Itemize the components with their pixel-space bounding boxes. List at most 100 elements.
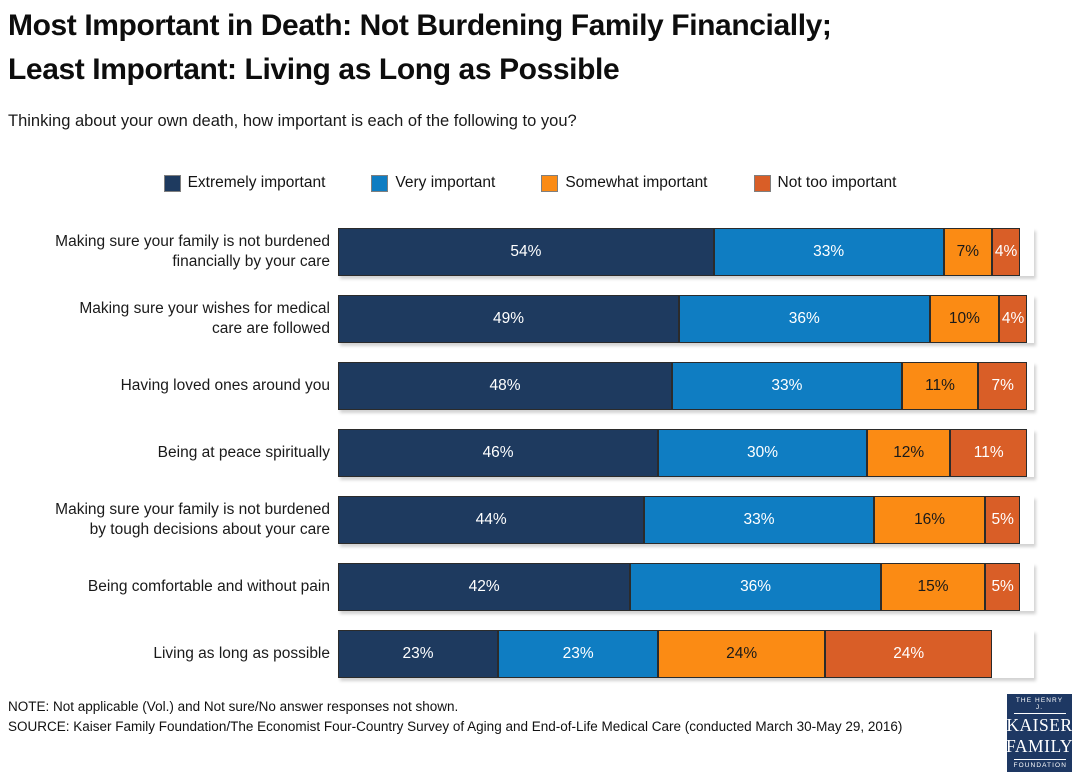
bar-stack: 54% 33% 7% 4% — [338, 228, 1034, 276]
bar-segment: 5% — [985, 496, 1021, 544]
bar-segment: 7% — [943, 228, 993, 276]
bar-segment: 33% — [713, 228, 944, 276]
bar-segment: 11% — [950, 429, 1028, 477]
segment-value-label: 5% — [991, 578, 1014, 595]
bar-segment: 33% — [644, 496, 874, 544]
legend-swatch — [541, 174, 559, 192]
segment-value-label: 4% — [994, 243, 1018, 260]
segment-value-label: 23% — [562, 645, 594, 662]
bar-row: Making sure your wishes for medical care… — [0, 295, 1034, 343]
row-label: Having loved ones around you — [120, 377, 330, 395]
bar-segment: 24% — [825, 630, 993, 678]
legend-label: Not too important — [777, 174, 897, 191]
chart-title: Most Important in Death: Not Burdening F… — [8, 4, 832, 92]
bar-segment: 36% — [630, 563, 881, 611]
bar-segment: 12% — [866, 429, 951, 477]
bar-segment: 24% — [658, 630, 826, 678]
bar-segment: 23% — [498, 630, 659, 678]
segment-value-label: 23% — [402, 645, 434, 662]
legend-item: Somewhat important — [541, 174, 708, 192]
kff-logo-family: FAMILY — [1005, 736, 1074, 756]
segment-value-label: 24% — [726, 645, 758, 662]
segment-value-label: 15% — [917, 578, 949, 595]
segment-value-label: 36% — [740, 578, 772, 595]
segment-value-label: 42% — [468, 578, 500, 595]
footer-source: SOURCE: Kaiser Family Foundation/The Eco… — [8, 719, 903, 735]
legend: Extremely important Very important Somewha… — [0, 174, 1060, 192]
chart-title-line1: Most Important in Death: Not Burdening F… — [8, 9, 832, 42]
bar-row: Making sure your family is not burdened … — [0, 228, 1034, 276]
legend-label: Somewhat important — [565, 174, 708, 191]
segment-value-label: 30% — [747, 444, 779, 461]
bar-segment: 42% — [338, 563, 631, 611]
footer-note: NOTE: Not applicable (Vol.) and Not sure… — [8, 699, 459, 714]
bar-segment: 7% — [978, 362, 1028, 410]
bar-segment: 36% — [679, 295, 930, 343]
row-label: Living as long as possible — [153, 645, 330, 663]
segment-value-label: 12% — [893, 444, 925, 461]
segment-value-label: 33% — [813, 243, 845, 260]
segment-value-label: 49% — [493, 310, 525, 327]
bar-segment: 15% — [880, 563, 986, 611]
bar-stack: 42% 36% 15% 5% — [338, 563, 1034, 611]
segment-value-label: 11% — [925, 377, 955, 394]
row-label: Being comfortable and without pain — [87, 578, 330, 596]
bar-row: Having loved ones around you 48% 33% 11% 7% — [0, 362, 1034, 410]
row-label: Making sure your family is not burdened … — [55, 501, 330, 538]
bar-stack: 49% 36% 10% 4% — [338, 295, 1034, 343]
segment-value-label: 33% — [743, 511, 775, 528]
segment-value-label: 44% — [475, 511, 507, 528]
bar-segment: 54% — [338, 228, 714, 276]
bar-segment: 33% — [672, 362, 902, 410]
kff-logo-henry-j: THE HENRY J. — [1013, 693, 1066, 715]
legend-label: Extremely important — [187, 174, 326, 191]
kff-logo-foundation: FOUNDATION — [1013, 758, 1066, 773]
segment-value-label: 16% — [914, 511, 946, 528]
bar-stack: 44% 33% 16% 5% — [338, 496, 1034, 544]
legend-swatch — [753, 174, 771, 192]
bar-segment: 46% — [338, 429, 659, 477]
bar-row: Being at peace spiritually 46% 30% 12% 11% — [0, 429, 1034, 477]
bar-row: Being comfortable and without pain 42% 36%… — [0, 563, 1034, 611]
row-label: Making sure your family is not burdened … — [55, 233, 330, 270]
kff-logo-kaiser: KAISER — [1006, 715, 1073, 736]
segment-value-label: 54% — [510, 243, 542, 260]
segment-value-label: 46% — [482, 444, 514, 461]
legend-item: Not too important — [753, 174, 897, 192]
segment-value-label: 48% — [489, 377, 521, 394]
segment-value-label: 24% — [893, 645, 925, 662]
chart-title-line2: Least Important: Living as Long as Possi… — [8, 53, 620, 87]
segment-value-label: 10% — [948, 310, 980, 327]
segment-value-label: 11% — [973, 444, 1004, 461]
bar-stack: 23% 23% 24% 24% — [338, 630, 1034, 678]
bar-segment: 5% — [985, 563, 1021, 611]
chart-subtitle: Thinking about your own death, how impor… — [8, 112, 577, 130]
stacked-bar-chart: Making sure your family is not burdened … — [0, 228, 1034, 697]
legend-item: Very important — [371, 174, 495, 192]
bar-segment: 4% — [992, 228, 1021, 276]
bar-row: Living as long as possible 23% 23% 24% 24% — [0, 630, 1034, 678]
footer: NOTE: Not applicable (Vol.) and Not sure… — [8, 697, 998, 738]
bar-stack: 48% 33% 11% 7% — [338, 362, 1034, 410]
legend-item: Extremely important — [163, 174, 326, 192]
segment-value-label: 33% — [771, 377, 803, 394]
bar-segment: 4% — [999, 295, 1027, 343]
bar-segment: 16% — [873, 496, 986, 544]
bar-row: Making sure your family is not burdened … — [0, 496, 1034, 544]
legend-swatch — [371, 174, 389, 192]
bar-segment: 23% — [338, 630, 499, 678]
segment-value-label: 4% — [1001, 310, 1025, 327]
row-label: Making sure your wishes for medical care… — [79, 300, 330, 337]
bar-segment: 10% — [929, 295, 1000, 343]
bar-segment: 11% — [901, 362, 979, 410]
kff-logo: THE HENRY J. KAISER FAMILY FOUNDATION — [1005, 693, 1074, 773]
bar-segment: 44% — [338, 496, 645, 544]
bar-segment: 49% — [338, 295, 680, 343]
segment-value-label: 7% — [991, 377, 1014, 394]
bar-segment: 48% — [338, 362, 673, 410]
segment-value-label: 5% — [991, 511, 1014, 528]
legend-label: Very important — [395, 174, 496, 191]
legend-swatch — [163, 174, 181, 192]
bar-stack: 46% 30% 12% 11% — [338, 429, 1034, 477]
segment-value-label: 36% — [788, 310, 820, 327]
